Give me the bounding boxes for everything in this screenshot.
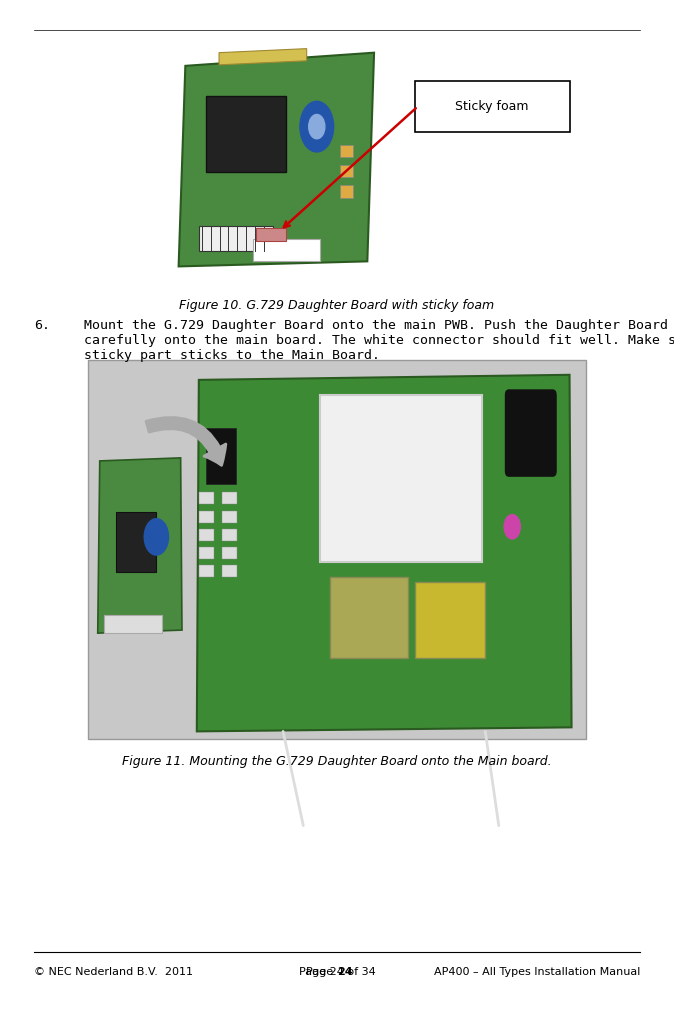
FancyBboxPatch shape [320,395,482,562]
FancyBboxPatch shape [253,239,320,261]
FancyBboxPatch shape [199,511,214,523]
FancyBboxPatch shape [506,390,556,476]
FancyBboxPatch shape [222,529,237,541]
Text: Page: Page [307,967,337,978]
FancyBboxPatch shape [199,565,214,577]
Text: © NEC Nederland B.V.  2011: © NEC Nederland B.V. 2011 [34,967,193,978]
Text: 6.: 6. [34,319,50,332]
Polygon shape [98,458,182,633]
FancyBboxPatch shape [415,582,485,658]
FancyArrowPatch shape [146,417,226,465]
FancyBboxPatch shape [340,145,353,157]
FancyBboxPatch shape [116,512,156,572]
Text: Mount the G.729 Daughter Board onto the main PWB. Push the Daughter Board
carefu: Mount the G.729 Daughter Board onto the … [84,319,674,362]
FancyBboxPatch shape [34,20,640,284]
Text: Figure 10. G.729 Daughter Board with sticky foam: Figure 10. G.729 Daughter Board with sti… [179,299,495,312]
Circle shape [504,515,520,539]
FancyBboxPatch shape [199,226,273,251]
Polygon shape [256,228,286,241]
Circle shape [144,519,168,555]
Text: Page ​​​​​24 of ​​​​​34: Page ​​​​​24 of ​​​​​34 [299,967,375,978]
FancyBboxPatch shape [199,529,214,541]
Polygon shape [197,375,572,731]
FancyBboxPatch shape [88,360,586,739]
Circle shape [309,114,325,139]
FancyBboxPatch shape [206,428,236,484]
Text: Sticky foam: Sticky foam [455,100,529,112]
FancyBboxPatch shape [199,492,214,504]
FancyBboxPatch shape [199,547,214,559]
FancyBboxPatch shape [340,185,353,198]
FancyBboxPatch shape [340,165,353,177]
FancyBboxPatch shape [222,492,237,504]
FancyBboxPatch shape [415,81,570,132]
Circle shape [300,101,334,152]
Polygon shape [179,53,374,266]
Text: AP400 – All Types Installation Manual: AP400 – All Types Installation Manual [434,967,640,978]
FancyBboxPatch shape [222,511,237,523]
Text: 24: 24 [337,967,353,978]
FancyBboxPatch shape [222,547,237,559]
Polygon shape [219,49,307,65]
FancyBboxPatch shape [222,565,237,577]
FancyBboxPatch shape [104,615,162,633]
FancyBboxPatch shape [330,577,408,658]
Text: Figure 11. Mounting the G.729 Daughter Board onto the Main board.: Figure 11. Mounting the G.729 Daughter B… [122,755,552,768]
FancyBboxPatch shape [206,96,286,172]
